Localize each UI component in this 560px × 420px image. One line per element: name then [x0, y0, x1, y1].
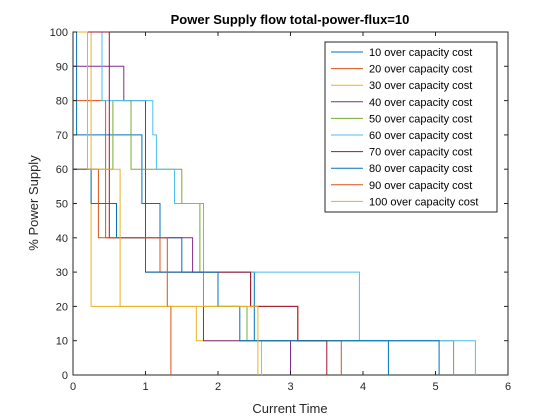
- y-tick-label: 20: [56, 301, 68, 313]
- series-layer: [73, 31, 476, 375]
- y-tick-label: 40: [56, 233, 68, 245]
- x-tick-label: 5: [432, 381, 438, 393]
- legend-label: 60 over capacity cost: [369, 130, 472, 142]
- legend-label: 20 over capacity cost: [369, 64, 472, 76]
- legend-label: 100 over capacity cost: [369, 196, 478, 208]
- legend-label: 50 over capacity cost: [369, 113, 472, 125]
- x-tick-label: 6: [505, 381, 511, 393]
- y-tick-label: 30: [56, 267, 68, 279]
- x-tick-label: 3: [287, 381, 293, 393]
- x-tick-label: 2: [215, 381, 221, 393]
- series-line-8: [73, 168, 440, 375]
- legend-label: 40 over capacity cost: [369, 97, 472, 109]
- series-line-6: [73, 31, 476, 375]
- legend-label: 10 over capacity cost: [369, 47, 472, 59]
- y-tick-label: 0: [62, 370, 68, 382]
- chart-title: Power Supply flow total-power-flux=10: [171, 12, 410, 27]
- legend: 10 over capacity cost 20 over capacity co…: [324, 41, 498, 213]
- x-tick-label: 0: [70, 381, 76, 393]
- y-tick-label: 100: [50, 27, 68, 39]
- legend-label: 90 over capacity cost: [369, 180, 472, 192]
- y-tick-label: 50: [56, 199, 68, 211]
- series-line-10: [73, 31, 259, 375]
- legend-label: 80 over capacity cost: [369, 163, 472, 175]
- y-tick-label: 80: [56, 96, 68, 108]
- y-axis-label: % Power Supply: [26, 155, 41, 251]
- x-axis-label: Current Time: [252, 401, 327, 416]
- y-tick-label: 60: [56, 164, 68, 176]
- y-tick-label: 90: [56, 61, 68, 73]
- legend-label: 70 over capacity cost: [369, 147, 472, 159]
- x-tick-label: 1: [142, 381, 148, 393]
- y-tick-label: 70: [56, 130, 68, 142]
- x-tick-label: 4: [360, 381, 366, 393]
- legend-box: [324, 41, 498, 213]
- series-line-4: [73, 65, 291, 375]
- y-tick-label: 10: [56, 336, 68, 348]
- legend-label: 30 over capacity cost: [369, 80, 472, 92]
